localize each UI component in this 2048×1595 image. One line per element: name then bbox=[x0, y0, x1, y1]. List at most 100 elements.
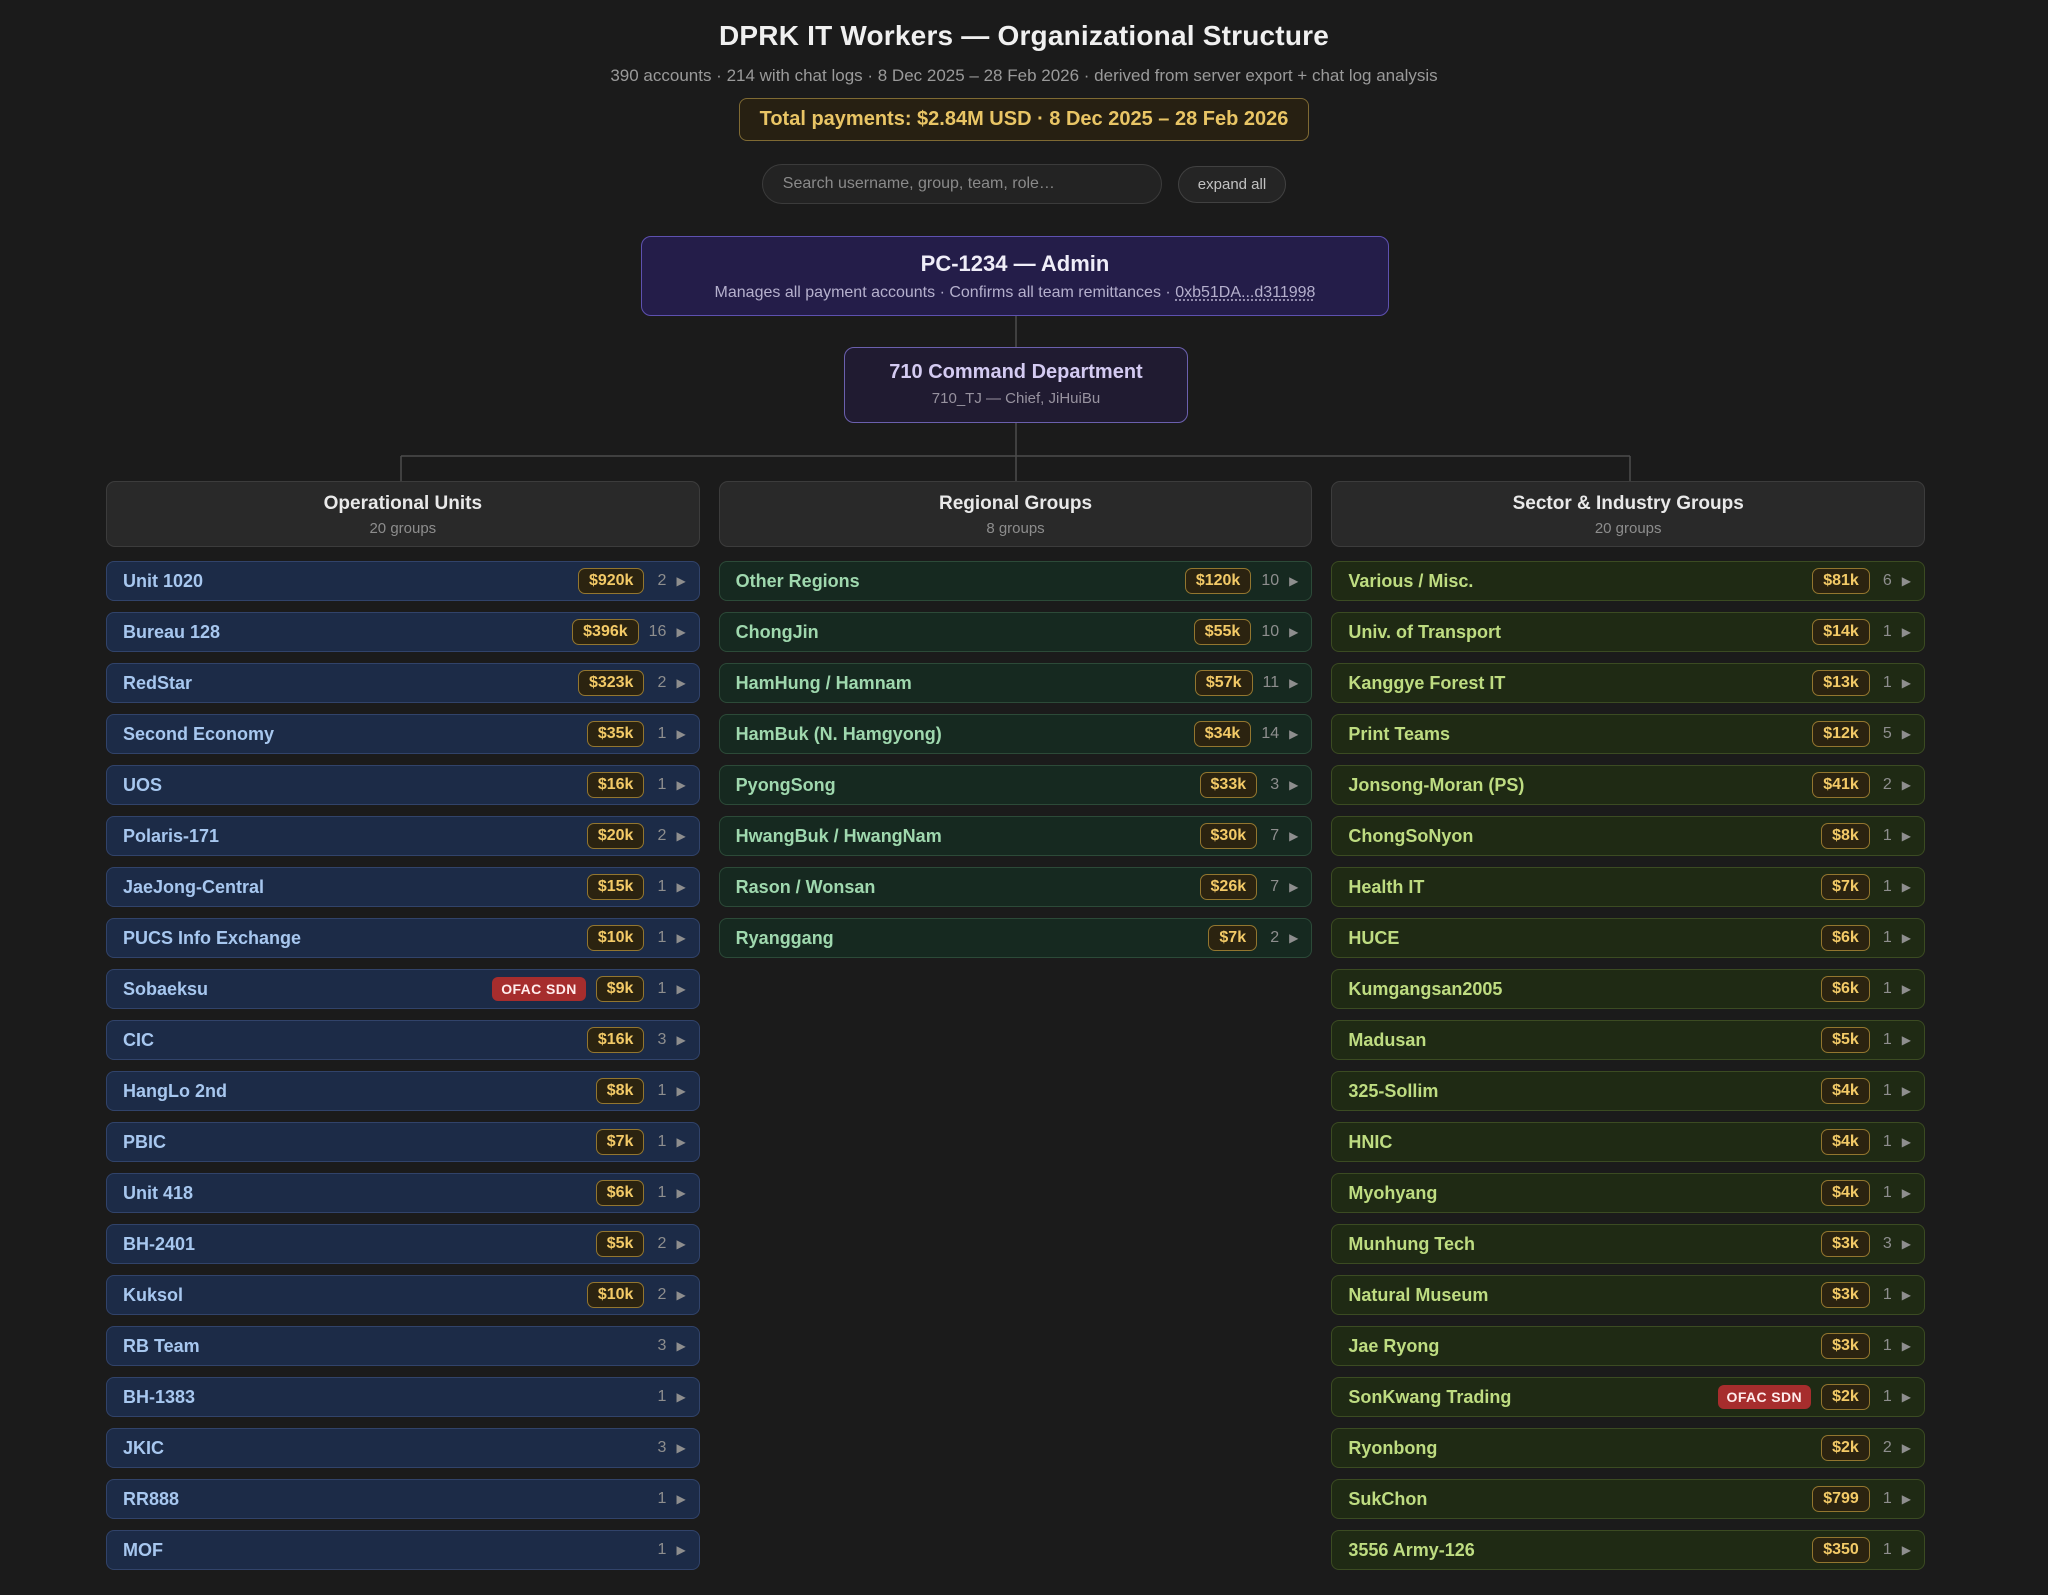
group-row-ryanggang[interactable]: Ryanggang $7k 2 ▶ bbox=[718, 918, 1313, 958]
group-row-sonkwang-trading[interactable]: SonKwang Trading OFAC SDN $2k 1 ▶ bbox=[1331, 1377, 1926, 1417]
expand-chevron-icon[interactable]: ▶ bbox=[676, 676, 686, 690]
expand-chevron-icon[interactable]: ▶ bbox=[1289, 829, 1299, 843]
expand-chevron-icon[interactable]: ▶ bbox=[1901, 1135, 1912, 1149]
expand-chevron-icon[interactable]: ▶ bbox=[676, 1288, 686, 1302]
group-row-bh-2401[interactable]: BH-2401 $5k 2 ▶ bbox=[106, 1224, 700, 1264]
command-department-node[interactable]: 710 Command Department 710_TJ — Chief, J… bbox=[844, 347, 1188, 423]
expand-chevron-icon[interactable]: ▶ bbox=[1901, 982, 1912, 996]
group-row-jae-ryong[interactable]: Jae Ryong $3k 1 ▶ bbox=[1331, 1326, 1926, 1366]
expand-chevron-icon[interactable]: ▶ bbox=[1289, 574, 1299, 588]
group-row-hamhung-hamnam[interactable]: HamHung / Hamnam $57k 11 ▶ bbox=[718, 663, 1313, 703]
expand-chevron-icon[interactable]: ▶ bbox=[1901, 1237, 1912, 1251]
expand-chevron-icon[interactable]: ▶ bbox=[676, 1186, 686, 1200]
expand-chevron-icon[interactable]: ▶ bbox=[1901, 1186, 1912, 1200]
expand-chevron-icon[interactable]: ▶ bbox=[1901, 574, 1912, 588]
expand-chevron-icon[interactable]: ▶ bbox=[1901, 1441, 1912, 1455]
group-row-bureau-128[interactable]: Bureau 128 $396k 16 ▶ bbox=[106, 612, 700, 652]
expand-chevron-icon[interactable]: ▶ bbox=[1901, 676, 1912, 690]
group-row-natural-museum[interactable]: Natural Museum $3k 1 ▶ bbox=[1331, 1275, 1926, 1315]
expand-chevron-icon[interactable]: ▶ bbox=[676, 829, 686, 843]
expand-chevron-icon[interactable]: ▶ bbox=[676, 880, 686, 894]
group-row-chongjin[interactable]: ChongJin $55k 10 ▶ bbox=[718, 612, 1313, 652]
expand-chevron-icon[interactable]: ▶ bbox=[1289, 625, 1299, 639]
expand-chevron-icon[interactable]: ▶ bbox=[1901, 1492, 1912, 1506]
expand-chevron-icon[interactable]: ▶ bbox=[1901, 727, 1912, 741]
group-row-sobaeksu[interactable]: Sobaeksu OFAC SDN $9k 1 ▶ bbox=[106, 969, 700, 1009]
group-row-unit-418[interactable]: Unit 418 $6k 1 ▶ bbox=[106, 1173, 700, 1213]
group-row-jkic[interactable]: JKIC 3 ▶ bbox=[106, 1428, 700, 1468]
expand-chevron-icon[interactable]: ▶ bbox=[1901, 1390, 1912, 1404]
expand-chevron-icon[interactable]: ▶ bbox=[676, 1492, 686, 1506]
group-row-ryonbong[interactable]: Ryonbong $2k 2 ▶ bbox=[1331, 1428, 1926, 1468]
group-row-huce[interactable]: HUCE $6k 1 ▶ bbox=[1331, 918, 1926, 958]
expand-chevron-icon[interactable]: ▶ bbox=[1901, 778, 1912, 792]
group-row-hanglo-2nd[interactable]: HangLo 2nd $8k 1 ▶ bbox=[106, 1071, 700, 1111]
expand-chevron-icon[interactable]: ▶ bbox=[676, 982, 686, 996]
expand-chevron-icon[interactable]: ▶ bbox=[1901, 880, 1912, 894]
search-input[interactable] bbox=[761, 164, 1162, 204]
group-row-various-misc[interactable]: Various / Misc. $81k 6 ▶ bbox=[1331, 561, 1926, 601]
expand-chevron-icon[interactable]: ▶ bbox=[1289, 778, 1299, 792]
expand-chevron-icon[interactable]: ▶ bbox=[676, 727, 686, 741]
expand-chevron-icon[interactable]: ▶ bbox=[676, 778, 686, 792]
expand-chevron-icon[interactable]: ▶ bbox=[1289, 676, 1299, 690]
group-row-kumgangsan2005[interactable]: Kumgangsan2005 $6k 1 ▶ bbox=[1331, 969, 1926, 1009]
group-row-kanggye-forest-it[interactable]: Kanggye Forest IT $13k 1 ▶ bbox=[1331, 663, 1926, 703]
group-row-rason-wonsan[interactable]: Rason / Wonsan $26k 7 ▶ bbox=[718, 867, 1313, 907]
expand-chevron-icon[interactable]: ▶ bbox=[676, 574, 686, 588]
group-row-325-sollim[interactable]: 325-Sollim $4k 1 ▶ bbox=[1331, 1071, 1926, 1111]
expand-chevron-icon[interactable]: ▶ bbox=[1901, 931, 1912, 945]
expand-chevron-icon[interactable]: ▶ bbox=[676, 1390, 686, 1404]
group-row-munhung-tech[interactable]: Munhung Tech $3k 3 ▶ bbox=[1331, 1224, 1926, 1264]
group-row-unit-1020[interactable]: Unit 1020 $920k 2 ▶ bbox=[106, 561, 700, 601]
group-row-health-it[interactable]: Health IT $7k 1 ▶ bbox=[1331, 867, 1926, 907]
group-row-redstar[interactable]: RedStar $323k 2 ▶ bbox=[106, 663, 700, 703]
group-row-jaejong-central[interactable]: JaeJong-Central $15k 1 ▶ bbox=[106, 867, 700, 907]
expand-chevron-icon[interactable]: ▶ bbox=[1901, 1033, 1912, 1047]
group-row-jonsong-moran-ps[interactable]: Jonsong-Moran (PS) $41k 2 ▶ bbox=[1331, 765, 1926, 805]
expand-chevron-icon[interactable]: ▶ bbox=[1901, 625, 1912, 639]
group-row-cic[interactable]: CIC $16k 3 ▶ bbox=[106, 1020, 700, 1060]
expand-chevron-icon[interactable]: ▶ bbox=[676, 1339, 686, 1353]
group-row-pyongsong[interactable]: PyongSong $33k 3 ▶ bbox=[718, 765, 1313, 805]
admin-wallet-hash[interactable]: 0xb51DA...d311998 bbox=[1175, 284, 1316, 301]
expand-chevron-icon[interactable]: ▶ bbox=[676, 1033, 686, 1047]
group-row-pbic[interactable]: PBIC $7k 1 ▶ bbox=[106, 1122, 700, 1162]
group-row-rr888[interactable]: RR888 1 ▶ bbox=[106, 1479, 700, 1519]
expand-chevron-icon[interactable]: ▶ bbox=[1901, 1543, 1912, 1557]
group-row-pucs-info-exchange[interactable]: PUCS Info Exchange $10k 1 ▶ bbox=[106, 918, 700, 958]
expand-chevron-icon[interactable]: ▶ bbox=[1289, 727, 1299, 741]
expand-chevron-icon[interactable]: ▶ bbox=[1901, 1339, 1912, 1353]
group-row-3556-army-126[interactable]: 3556 Army-126 $350 1 ▶ bbox=[1331, 1530, 1926, 1570]
admin-node[interactable]: PC-1234 — Admin Manages all payment acco… bbox=[641, 236, 1389, 316]
group-row-uos[interactable]: UOS $16k 1 ▶ bbox=[106, 765, 700, 805]
expand-chevron-icon[interactable]: ▶ bbox=[676, 625, 686, 639]
expand-chevron-icon[interactable]: ▶ bbox=[676, 1135, 686, 1149]
group-row-univ-of-transport[interactable]: Univ. of Transport $14k 1 ▶ bbox=[1331, 612, 1926, 652]
group-row-hwangbuk-hwangnam[interactable]: HwangBuk / HwangNam $30k 7 ▶ bbox=[718, 816, 1313, 856]
group-row-mof[interactable]: MOF 1 ▶ bbox=[106, 1530, 700, 1570]
expand-chevron-icon[interactable]: ▶ bbox=[676, 931, 686, 945]
expand-chevron-icon[interactable]: ▶ bbox=[1901, 829, 1912, 843]
group-row-rb-team[interactable]: RB Team 3 ▶ bbox=[106, 1326, 700, 1366]
group-row-other-regions[interactable]: Other Regions $120k 10 ▶ bbox=[718, 561, 1313, 601]
group-row-myohyang[interactable]: Myohyang $4k 1 ▶ bbox=[1331, 1173, 1926, 1213]
expand-all-button[interactable]: expand all bbox=[1177, 165, 1287, 203]
group-row-polaris-171[interactable]: Polaris-171 $20k 2 ▶ bbox=[106, 816, 700, 856]
expand-chevron-icon[interactable]: ▶ bbox=[1289, 931, 1299, 945]
group-row-hnic[interactable]: HNIC $4k 1 ▶ bbox=[1331, 1122, 1926, 1162]
group-row-madusan[interactable]: Madusan $5k 1 ▶ bbox=[1331, 1020, 1926, 1060]
expand-chevron-icon[interactable]: ▶ bbox=[1289, 880, 1299, 894]
expand-chevron-icon[interactable]: ▶ bbox=[1901, 1288, 1912, 1302]
group-row-print-teams[interactable]: Print Teams $12k 5 ▶ bbox=[1331, 714, 1926, 754]
expand-chevron-icon[interactable]: ▶ bbox=[676, 1543, 686, 1557]
group-row-hambuk-n-hamgyong[interactable]: HamBuk (N. Hamgyong) $34k 14 ▶ bbox=[718, 714, 1313, 754]
group-row-chongsonyon[interactable]: ChongSoNyon $8k 1 ▶ bbox=[1331, 816, 1926, 856]
expand-chevron-icon[interactable]: ▶ bbox=[676, 1441, 686, 1455]
group-row-sukchon[interactable]: SukChon $799 1 ▶ bbox=[1331, 1479, 1926, 1519]
expand-chevron-icon[interactable]: ▶ bbox=[676, 1084, 686, 1098]
expand-chevron-icon[interactable]: ▶ bbox=[1901, 1084, 1912, 1098]
group-row-kuksol[interactable]: Kuksol $10k 2 ▶ bbox=[106, 1275, 700, 1315]
group-row-second-economy[interactable]: Second Economy $35k 1 ▶ bbox=[106, 714, 700, 754]
expand-chevron-icon[interactable]: ▶ bbox=[676, 1237, 686, 1251]
